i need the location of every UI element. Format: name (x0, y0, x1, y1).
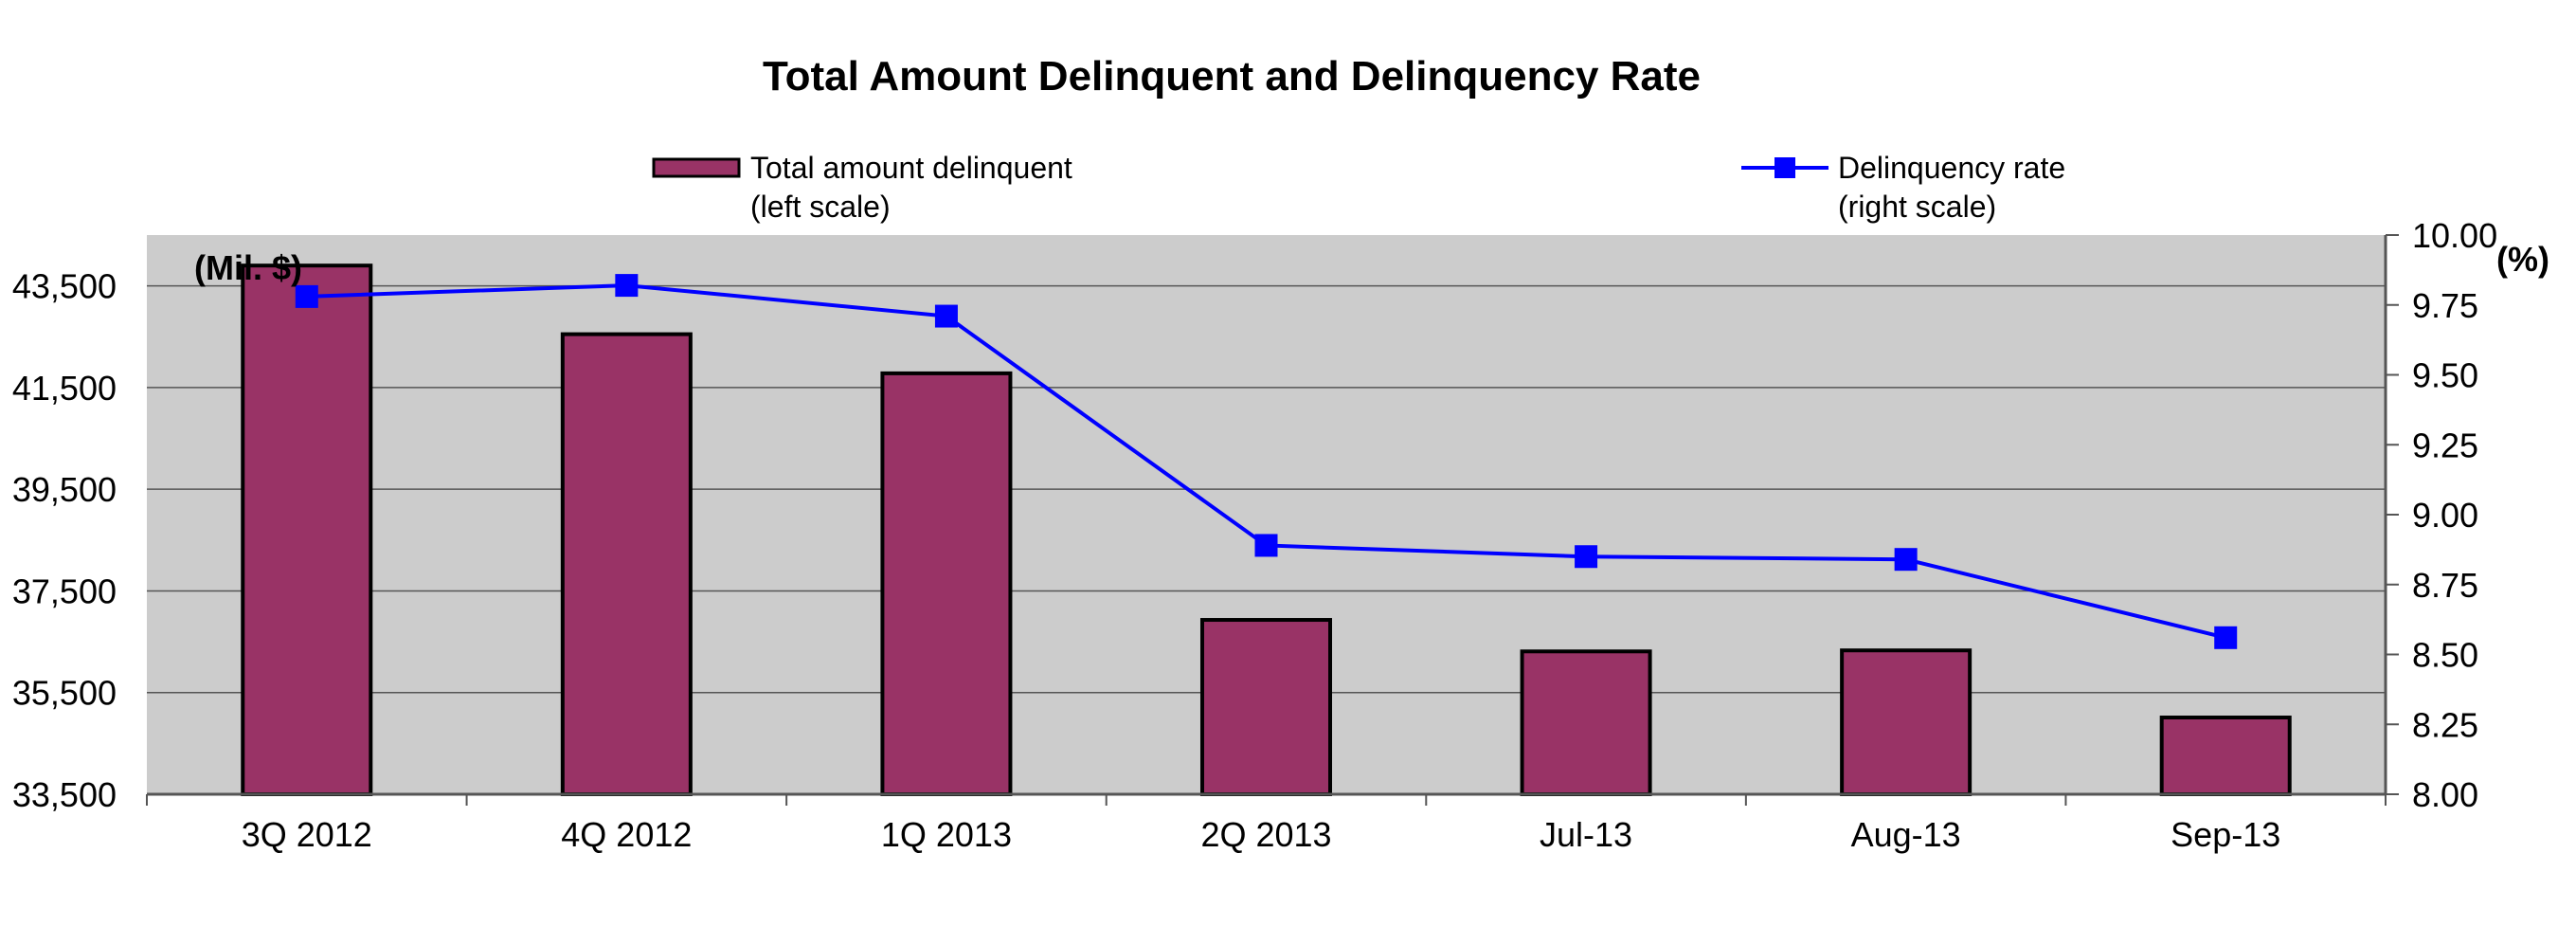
left-axis-unit-label: (Mil. $) (194, 248, 302, 287)
left-tick-label: 41,500 (12, 369, 117, 408)
right-tick-label: 8.00 (2412, 775, 2478, 814)
rate-marker (1894, 548, 1918, 572)
right-axis-unit-label: (%) (2496, 240, 2549, 279)
left-tick-label: 39,500 (12, 470, 117, 509)
bar (241, 263, 373, 796)
x-tick-label: Aug-13 (1851, 815, 1961, 854)
x-tick-label: 2Q 2013 (1200, 815, 1331, 854)
bar (1840, 648, 1973, 797)
legend-bar-swatch (652, 157, 741, 178)
x-tick-label: Sep-13 (2171, 815, 2280, 854)
legend-line-marker (1774, 157, 1795, 178)
chart-title: Total Amount Delinquent and Delinquency … (763, 53, 1701, 100)
bar (1199, 618, 1333, 797)
x-tick-label: Jul-13 (1540, 815, 1632, 854)
bar (560, 332, 693, 796)
line-series (295, 274, 2238, 649)
right-tick-label: 9.50 (2412, 356, 2478, 395)
right-tick-label: 9.00 (2412, 496, 2478, 535)
rate-marker (295, 284, 318, 308)
bar (2159, 716, 2292, 796)
left-tick-label: 43,500 (12, 267, 117, 306)
bar (880, 371, 1013, 796)
x-tick-label: 1Q 2013 (881, 815, 1012, 854)
axes: 3Q 2012 4Q 2012 1Q 2013 2Q 2013 Jul-13 Aug-13… (12, 216, 2497, 854)
right-tick-label: 10.00 (2412, 216, 2497, 255)
rate-marker (615, 274, 639, 298)
x-tick-label: 3Q 2012 (242, 815, 372, 854)
rate-marker (2214, 626, 2238, 649)
right-tick-label: 8.75 (2412, 566, 2478, 605)
legend-line-label-line2: (right scale) (1838, 190, 1996, 224)
right-tick-label: 8.25 (2412, 705, 2478, 744)
rate-marker (934, 304, 958, 328)
right-tick-label: 8.50 (2412, 636, 2478, 675)
left-tick-label: 35,500 (12, 674, 117, 713)
right-tick-label: 9.25 (2412, 426, 2478, 464)
legend-bar-label-line2: (left scale) (750, 190, 891, 224)
left-tick-label: 33,500 (12, 775, 117, 814)
x-tick-label: 4Q 2012 (561, 815, 692, 854)
rate-marker (1575, 545, 1598, 569)
rate-marker (1254, 534, 1278, 557)
right-tick-label: 9.75 (2412, 286, 2478, 325)
bar (1520, 649, 1652, 796)
legend-bar-label-line1: Total amount delinquent (750, 151, 1072, 185)
bar-series (241, 263, 2292, 797)
left-tick-label: 37,500 (12, 572, 117, 610)
legend: Total amount delinquent (left scale) Del… (652, 151, 2065, 224)
legend-line-label-line1: Delinquency rate (1838, 151, 2065, 185)
